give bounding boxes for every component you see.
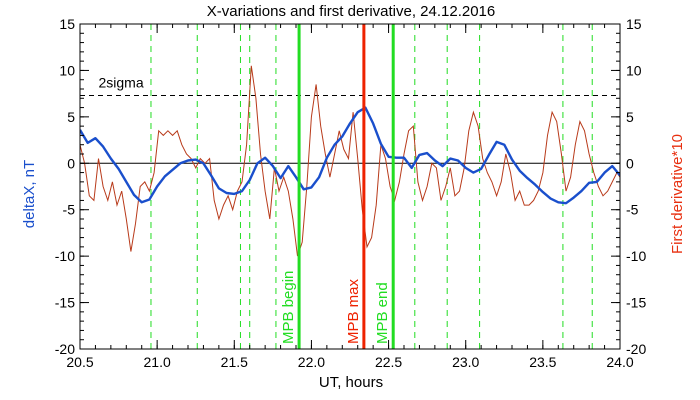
y-tick-label-left: -15 bbox=[55, 295, 75, 311]
marker-label: MPB begin bbox=[280, 271, 297, 344]
x-tick-label: 20.5 bbox=[66, 354, 93, 370]
marker-label: MPB max bbox=[345, 278, 362, 344]
y-tick-label-right: -15 bbox=[626, 295, 646, 311]
sigma-label: 2sigma bbox=[99, 75, 144, 91]
series-deltax-line bbox=[80, 106, 620, 205]
y-tick-label-left: 15 bbox=[59, 16, 75, 32]
y-tick-label-right: 5 bbox=[626, 109, 634, 125]
axes: 20.5 21.0 21.5 22.0 22.5 23.0 23.5 24.0-20 -20-1… bbox=[55, 16, 647, 370]
y-tick-label-left: -5 bbox=[63, 202, 76, 218]
chart-title: X-variations and first derivative, 24.12… bbox=[207, 3, 496, 20]
y-tick-label-right: -10 bbox=[626, 248, 646, 264]
x-tick-label: 24.0 bbox=[606, 354, 633, 370]
x-tick-label: 21.0 bbox=[144, 354, 171, 370]
x-tick-label: 23.5 bbox=[529, 354, 556, 370]
y-tick-label-left: 5 bbox=[67, 109, 75, 125]
right-axis-label: First derivative*10 bbox=[669, 134, 686, 254]
x-tick-label: 22.5 bbox=[375, 354, 402, 370]
y-tick-label-left: -10 bbox=[55, 248, 75, 264]
x-tick-label: 21.5 bbox=[221, 354, 248, 370]
plot-frame bbox=[79, 23, 621, 350]
y-tick-label-left: 10 bbox=[59, 62, 75, 78]
marker-label: MPB end bbox=[374, 282, 391, 344]
y-tick-label-right: 10 bbox=[626, 62, 642, 78]
y-tick-label-left: -20 bbox=[55, 341, 75, 357]
x-axis-label: UT, hours bbox=[319, 374, 383, 391]
y-tick-label-right: -20 bbox=[626, 341, 646, 357]
y-tick-label-right: -5 bbox=[626, 202, 639, 218]
y-tick-label-right: 0 bbox=[626, 155, 634, 171]
x-tick-label: 22.0 bbox=[298, 354, 325, 370]
y-tick-label-right: 15 bbox=[626, 16, 642, 32]
y-tick-label-left: 0 bbox=[67, 155, 75, 171]
x-tick-label: 23.0 bbox=[452, 354, 479, 370]
series-derivative-line bbox=[80, 65, 620, 257]
left-axis-label: deltaX, nT bbox=[21, 160, 38, 228]
plot-area: 2sigma MPB begin MPB max MPB end bbox=[80, 24, 620, 349]
